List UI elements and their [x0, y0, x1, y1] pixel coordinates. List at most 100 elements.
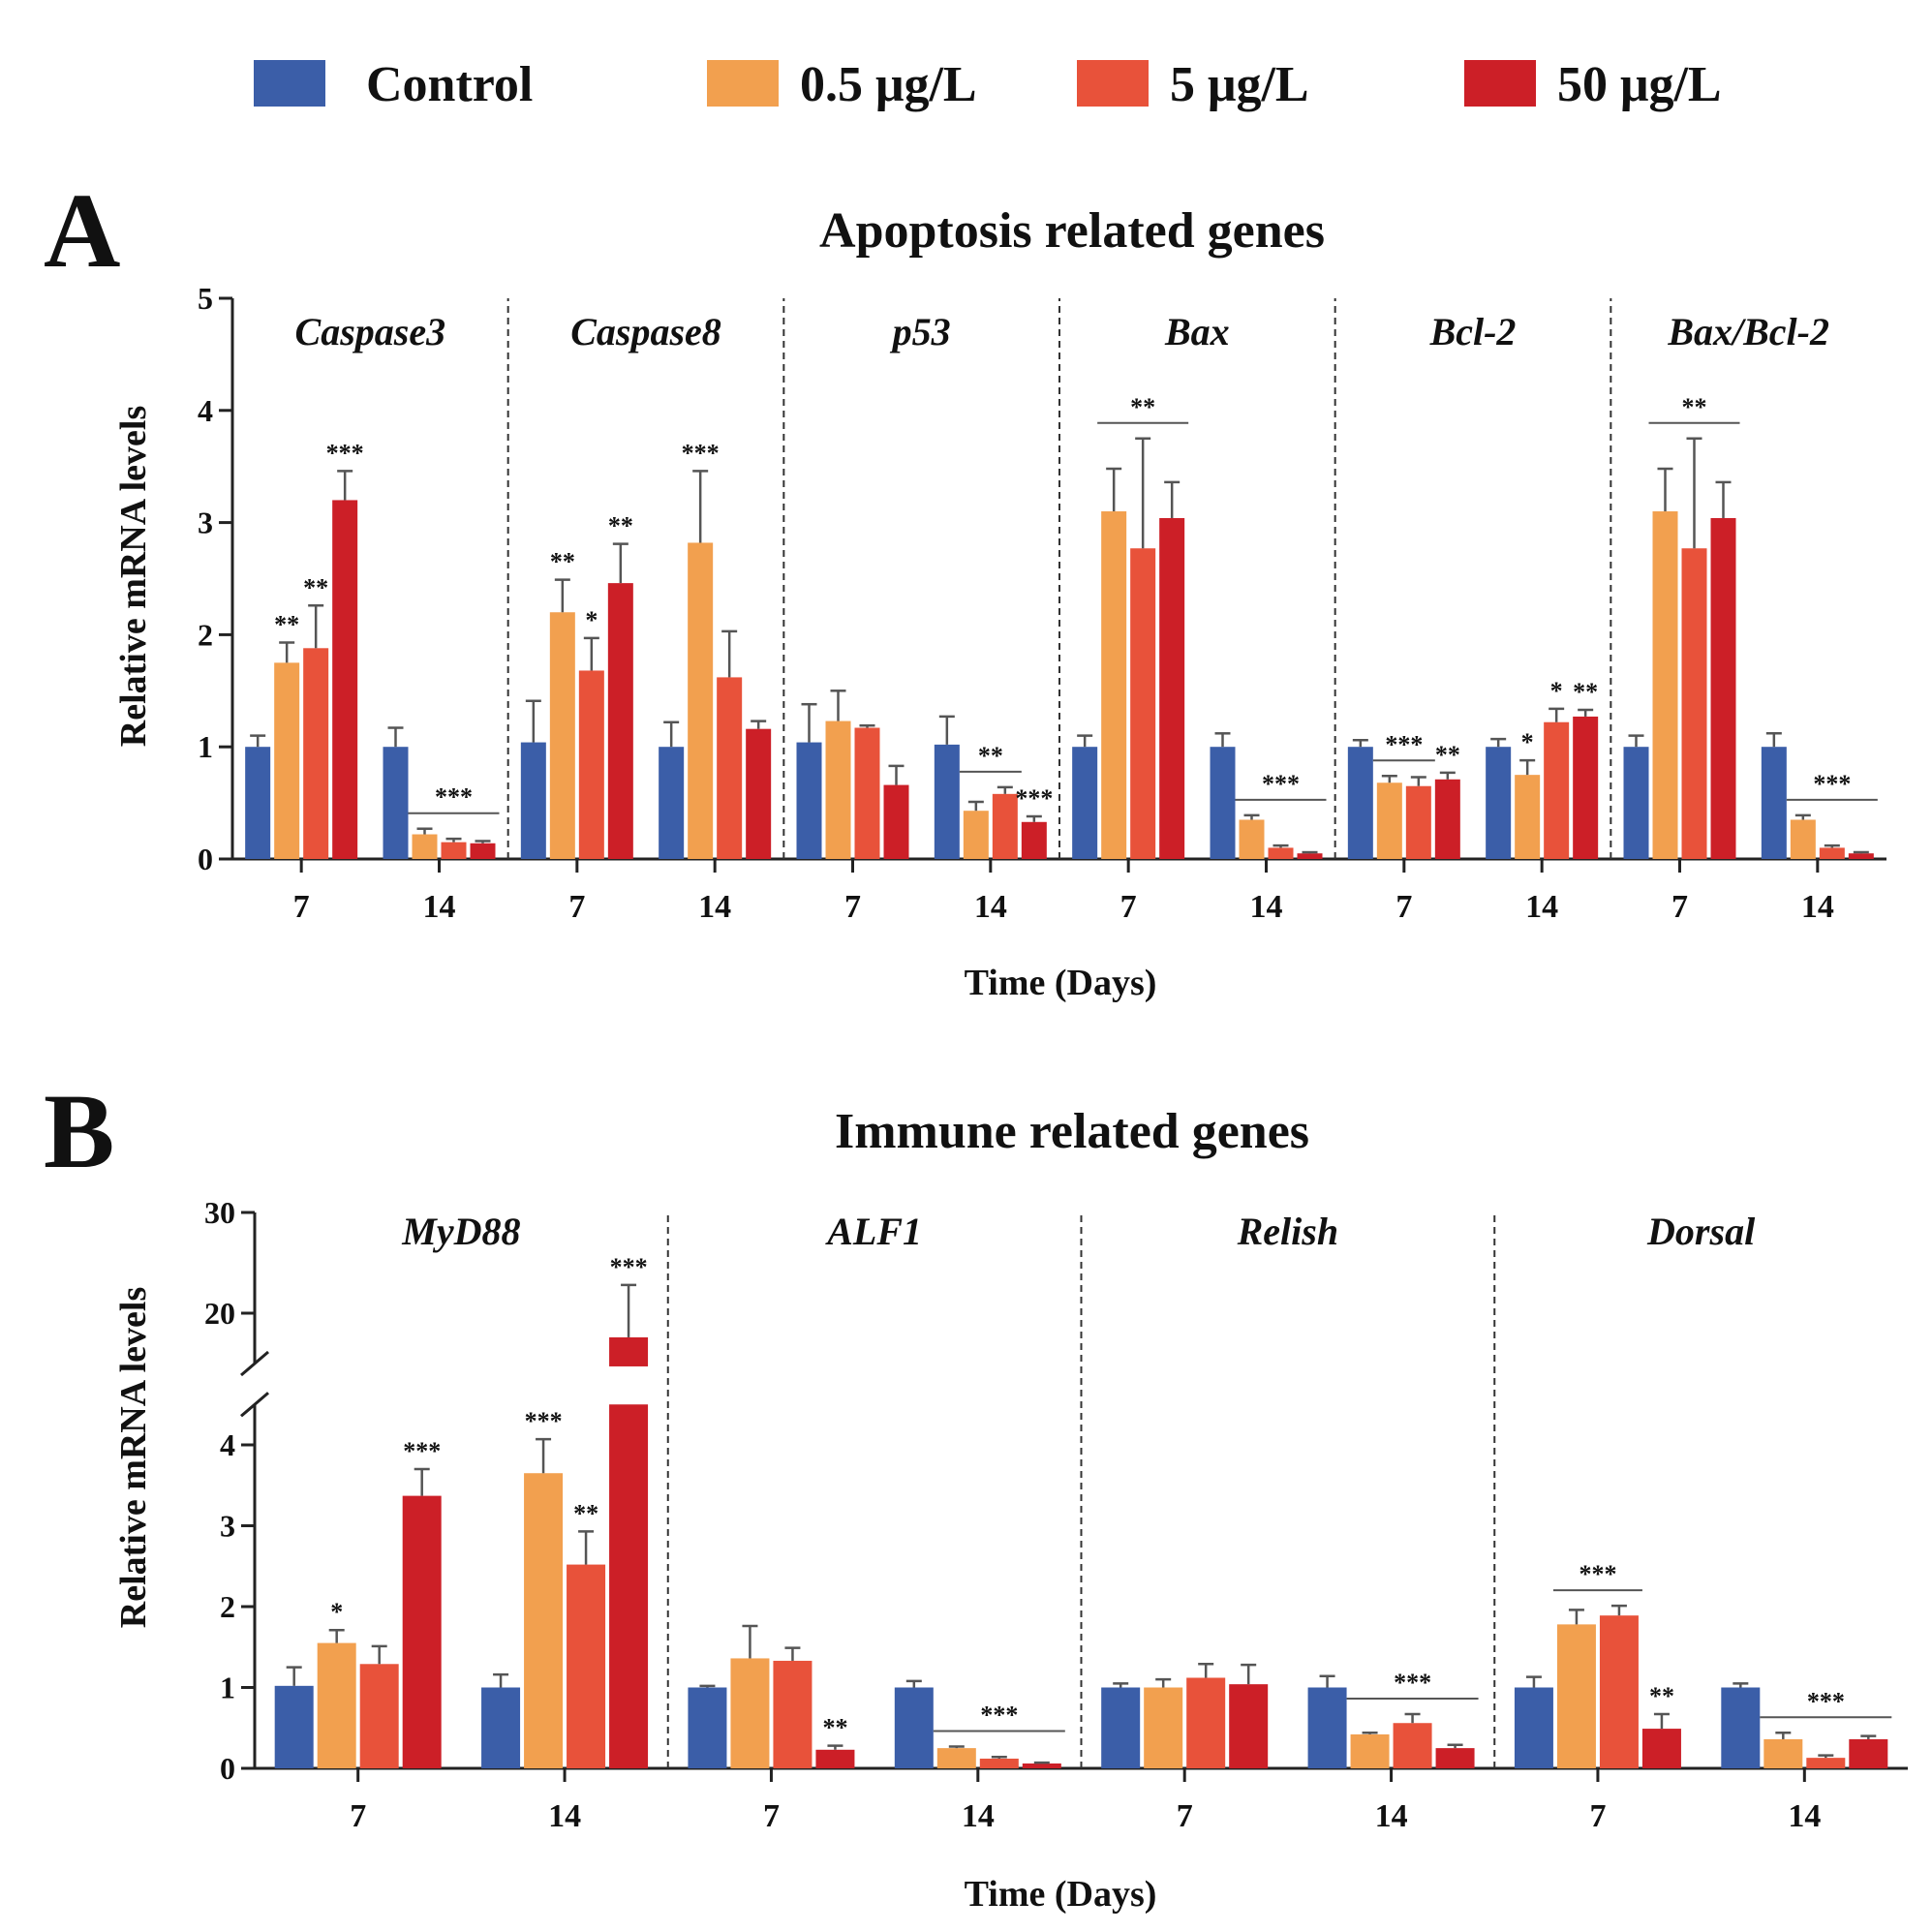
bar-control [520, 742, 546, 859]
bar-c05 [1144, 1687, 1183, 1768]
bar-c05 [688, 542, 714, 859]
x-tick-label: 14 [1801, 889, 1834, 925]
bar-c50 [1435, 1748, 1475, 1768]
bar-c5 [773, 1660, 813, 1768]
significance-label: *** [435, 783, 473, 812]
significance-label: * [1521, 728, 1534, 756]
bar-control [481, 1687, 521, 1768]
y-tick-label: 4 [198, 393, 213, 428]
bar-c05 [317, 1642, 356, 1768]
panel-letter-b: B [44, 1072, 114, 1190]
x-tick-label: 14 [962, 1798, 995, 1834]
significance-label: ** [1682, 393, 1707, 421]
gene-label: Bax [1164, 310, 1230, 353]
bar-control [1514, 1687, 1553, 1768]
axis-break-mark [240, 1350, 269, 1377]
legend-swatch-control [254, 60, 325, 107]
bar-c5 [578, 670, 604, 859]
bar-c50 [402, 1495, 442, 1768]
bar-c05 [274, 662, 300, 859]
significance-label: ** [1573, 678, 1598, 706]
significance-label: *** [1385, 730, 1423, 758]
y-axis-title-a: Relative mRNA levels [113, 406, 154, 747]
x-tick-label: 7 [1120, 889, 1137, 925]
y-tick-label: 3 [198, 506, 213, 540]
gene-label: Relish [1237, 1210, 1338, 1253]
bar-c05 [1556, 1624, 1596, 1768]
gene-label: p53 [890, 310, 951, 353]
significance-label: *** [525, 1407, 563, 1435]
bar-c50 [1022, 1763, 1061, 1768]
y-axis-title-b: Relative mRNA levels [113, 1287, 154, 1628]
y-tick-label: 0 [220, 1751, 235, 1786]
legend-item-5: 5 μg/L [1077, 57, 1309, 112]
bar-c5 [441, 842, 467, 859]
bar-c5 [1186, 1677, 1226, 1768]
bar-c50 [1573, 716, 1599, 859]
x-tick-label: 7 [844, 889, 861, 925]
x-axis-title-a: Time (Days) [965, 963, 1157, 1003]
bar-c05 [1350, 1733, 1390, 1768]
bar-c05 [1790, 819, 1816, 859]
significance-label: ** [303, 573, 328, 601]
bar-c50 [883, 784, 909, 859]
bar-c05 [1515, 775, 1541, 859]
legend-item-50: 50 μg/L [1464, 57, 1722, 112]
bar-c50 [470, 843, 496, 859]
panel-letter-a: A [44, 171, 120, 290]
bar-c5 [359, 1664, 399, 1768]
bar-c50 [1710, 517, 1736, 859]
significance-label: *** [682, 439, 720, 467]
y-tick-label: 5 [198, 281, 213, 316]
gene-label: Caspase3 [295, 310, 446, 353]
y-tick-label: 1 [198, 729, 213, 764]
bar-control [1347, 747, 1373, 859]
bar-c05 [730, 1658, 770, 1768]
bar-c5 [1393, 1723, 1432, 1768]
significance-label: *** [610, 1253, 648, 1281]
bar-c05 [1652, 511, 1678, 859]
x-tick-label: 7 [568, 889, 585, 925]
bar-c50 [815, 1749, 855, 1768]
bar-c5 [1544, 721, 1570, 859]
panel-title-a: Apoptosis related genes [819, 203, 1325, 259]
x-tick-label: 14 [1525, 889, 1558, 925]
bar-c05 [1376, 782, 1402, 859]
legend-label-50: 50 μg/L [1557, 57, 1722, 112]
chart-apoptosis: 012345Caspase37*******14***Caspase87****… [198, 281, 1886, 925]
bar-c05 [524, 1473, 564, 1768]
y-tick-label: 3 [220, 1509, 235, 1544]
legend-item-control: Control [254, 57, 533, 112]
y-tick-label: 4 [220, 1427, 235, 1462]
x-tick-label: 7 [1177, 1798, 1193, 1834]
x-tick-label: 7 [1589, 1798, 1606, 1834]
significance-label: *** [980, 1701, 1018, 1729]
x-tick-label: 7 [293, 889, 310, 925]
significance-label: ** [1435, 741, 1460, 769]
gene-label: Bax/Bcl-2 [1667, 310, 1829, 353]
significance-label: *** [403, 1437, 441, 1465]
bar-control [1101, 1687, 1141, 1768]
bar-c05 [936, 1748, 976, 1768]
bar-c5 [1599, 1615, 1639, 1768]
bar-c05 [1763, 1738, 1803, 1768]
significance-label: ** [550, 548, 575, 576]
bar-c05 [549, 612, 575, 859]
bar-control [245, 747, 271, 859]
significance-label: ** [978, 742, 1003, 770]
x-tick-label: 7 [1395, 889, 1412, 925]
bar-c05 [963, 811, 989, 859]
bar-control [1072, 747, 1098, 859]
bar-control [383, 747, 409, 859]
bar-c5 [1130, 548, 1156, 859]
y-tick-label: 30 [204, 1195, 235, 1230]
x-tick-label: 14 [1250, 889, 1283, 925]
gene-label: ALF1 [824, 1210, 922, 1253]
significance-label: *** [326, 439, 364, 467]
bar-c5 [1268, 847, 1294, 859]
bar-c05 [412, 834, 438, 859]
y-tick-label: 1 [220, 1671, 235, 1705]
x-tick-label: 14 [1788, 1798, 1821, 1834]
bar-control [1721, 1687, 1761, 1768]
